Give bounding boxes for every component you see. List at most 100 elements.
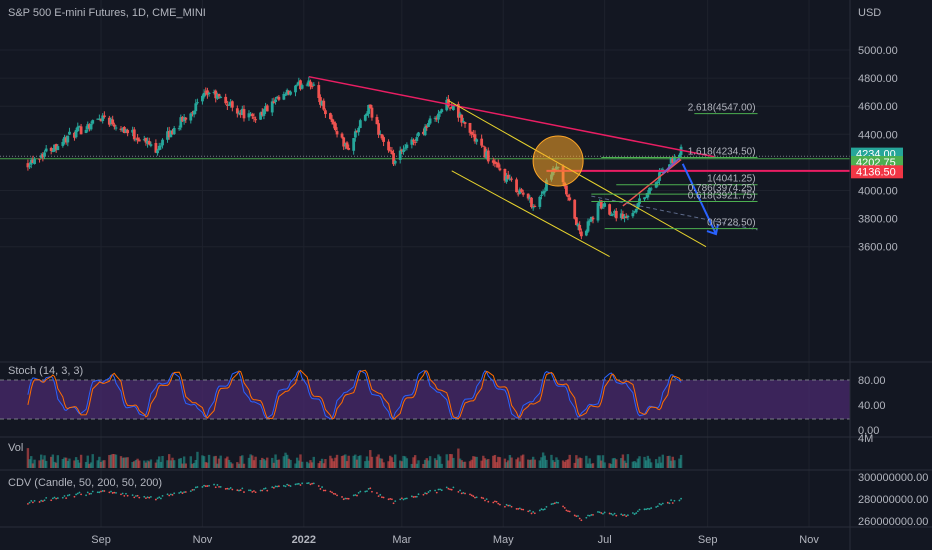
candle-body xyxy=(447,98,450,107)
cdv-point xyxy=(33,500,36,502)
candle-body xyxy=(480,138,484,146)
cdv-point xyxy=(610,512,613,515)
candle-body xyxy=(370,107,374,118)
candle-body xyxy=(114,127,118,129)
candle-body xyxy=(451,104,455,111)
cdv-point xyxy=(449,488,451,491)
candle-body xyxy=(147,141,151,145)
cdv-point xyxy=(532,511,535,513)
volume-bar xyxy=(556,459,560,468)
downtrend-line[interactable] xyxy=(308,75,715,158)
volume-bar xyxy=(659,462,663,468)
candle-body xyxy=(212,92,216,94)
purple-channel-line[interactable] xyxy=(662,157,681,175)
cdv-point xyxy=(470,494,473,497)
recovery-trend-line[interactable] xyxy=(622,159,682,207)
volume-bar xyxy=(447,460,450,468)
volume-bar xyxy=(427,460,430,468)
volume-bar xyxy=(673,460,676,468)
cdv-point xyxy=(50,499,53,502)
cdv-point xyxy=(673,499,676,502)
volume-bar xyxy=(111,453,114,468)
candle-body xyxy=(270,101,274,113)
cdv-point xyxy=(424,492,427,495)
volume-bar xyxy=(555,457,558,468)
cdv-title[interactable]: CDV (Candle, 50, 200, 50, 200) xyxy=(8,477,162,489)
volume-bar xyxy=(347,455,350,468)
cdv-point xyxy=(231,488,234,491)
cdv-point xyxy=(425,492,428,495)
candle-body xyxy=(403,147,407,149)
cdv-point xyxy=(671,502,674,504)
forecast-arrow-shaft[interactable] xyxy=(681,163,717,235)
price-tick-label: 4400.00 xyxy=(858,129,898,141)
candle-body xyxy=(305,84,309,86)
volume-bar xyxy=(181,463,184,468)
cdv-point xyxy=(334,493,337,495)
cdv-point xyxy=(261,489,264,492)
volume-bar xyxy=(679,454,683,468)
candle-body xyxy=(142,139,146,141)
stoch-title[interactable]: Stoch (14, 3, 3) xyxy=(8,365,83,377)
cdv-point xyxy=(154,498,157,501)
candle-body xyxy=(182,117,186,122)
candle-body xyxy=(310,86,314,88)
volume-bar xyxy=(576,458,580,468)
volume-bar xyxy=(124,457,128,468)
volume-bar xyxy=(460,460,463,468)
cdv-point xyxy=(103,490,106,492)
cdv-point xyxy=(487,500,490,503)
candle-body xyxy=(589,216,593,222)
cdv-point xyxy=(530,512,533,515)
volume-bar xyxy=(274,454,277,468)
forecast-arrow-head xyxy=(706,223,719,236)
candle-body xyxy=(285,89,289,95)
candle-body xyxy=(538,196,542,207)
cdv-point xyxy=(590,514,593,516)
candle-body xyxy=(566,195,570,197)
cdv-point xyxy=(297,482,300,485)
cdv-point xyxy=(612,513,614,516)
cdv-point xyxy=(602,512,604,515)
highlight-circle[interactable] xyxy=(532,135,584,187)
candle-body xyxy=(202,92,206,97)
cdv-point xyxy=(131,494,134,497)
candle-body xyxy=(235,108,239,114)
volume-bar xyxy=(551,460,555,468)
cdv-point xyxy=(331,491,333,494)
time-tick-label: May xyxy=(493,534,514,546)
candle-body xyxy=(102,115,106,118)
cdv-point xyxy=(347,497,350,500)
candle-body xyxy=(352,138,356,151)
candle-body xyxy=(39,155,43,158)
volume-bar xyxy=(184,463,188,468)
time-axis[interactable]: Sep Nov 2022 Mar May Jul Sep Nov xyxy=(91,534,819,546)
volume-bar xyxy=(266,457,269,468)
volume-bar xyxy=(359,455,362,468)
volume-bar xyxy=(626,454,630,468)
cdv-point xyxy=(678,499,681,502)
annotations-overlay xyxy=(308,75,850,257)
volume-bar xyxy=(422,463,425,468)
price-axis[interactable]: 5000.00 4800.00 4600.00 4400.00 4000.00 3800.… xyxy=(858,45,898,254)
volume-title[interactable]: Vol xyxy=(8,442,23,454)
volume-bar xyxy=(249,454,252,468)
volume-bar xyxy=(134,459,138,468)
volume-bar xyxy=(277,459,281,468)
volume-bar xyxy=(86,455,89,468)
candle-body xyxy=(124,129,128,133)
cdv-point xyxy=(284,485,287,488)
volume-bar xyxy=(191,463,194,468)
cdv-point xyxy=(145,497,147,500)
cdv-point xyxy=(248,489,250,492)
candle-body xyxy=(282,93,286,100)
cdv-point xyxy=(226,487,229,490)
volume-bar xyxy=(322,463,325,468)
channel-lower-line[interactable] xyxy=(451,170,610,257)
cdv-point xyxy=(181,492,184,495)
volume-bar xyxy=(402,455,405,468)
volume-bar xyxy=(74,457,78,468)
candle-body xyxy=(54,144,58,150)
volume-bar xyxy=(590,463,593,468)
